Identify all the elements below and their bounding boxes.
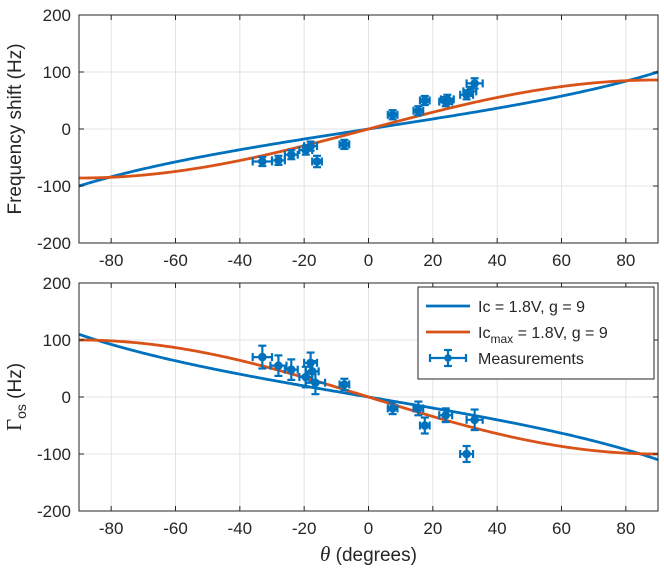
y-tick-label: 200 bbox=[43, 274, 71, 293]
x-tick-label: -80 bbox=[99, 519, 124, 538]
y-axis-label: Frequency shift (Hz) bbox=[5, 43, 26, 214]
x-tick-label: -40 bbox=[228, 519, 253, 538]
data-point bbox=[465, 408, 484, 432]
legend-label: Ic = 1.8V, g = 9 bbox=[478, 299, 585, 316]
series-curve-2 bbox=[79, 78, 658, 180]
y-tick-label: 0 bbox=[62, 388, 71, 407]
x-tick-label: 60 bbox=[552, 251, 571, 270]
data-point bbox=[459, 444, 475, 464]
x-tick-label: 80 bbox=[616, 519, 635, 538]
panel-2: -80 -60 -40 -20 0 20 40 60 80-200-1000100200Γos … bbox=[2, 274, 659, 566]
data-point bbox=[283, 358, 299, 381]
legend-label: Measurements bbox=[478, 351, 584, 368]
plot-content bbox=[79, 332, 658, 464]
data-point bbox=[465, 77, 484, 90]
y-tick-label: -200 bbox=[37, 234, 71, 253]
data-point bbox=[412, 400, 425, 417]
x-tick-label: -60 bbox=[163, 251, 188, 270]
y-tick-label: 0 bbox=[62, 120, 71, 139]
legend-label: Icmax = 1.8V, g = 9 bbox=[478, 325, 608, 346]
x-tick-label: -60 bbox=[163, 519, 188, 538]
data-point bbox=[418, 416, 431, 435]
x-tick-label: 60 bbox=[552, 519, 571, 538]
legend-entry: Icmax = 1.8V, g = 9 bbox=[426, 325, 608, 346]
data-point bbox=[303, 140, 319, 152]
legend-entry: Measurements bbox=[428, 348, 584, 368]
x-tick-label: -20 bbox=[292, 251, 317, 270]
y-tick-label: 100 bbox=[43, 331, 71, 350]
x-tick-label: 0 bbox=[364, 519, 373, 538]
y-tick-label: 200 bbox=[43, 6, 71, 25]
data-point bbox=[338, 377, 351, 392]
data-point bbox=[269, 354, 288, 378]
y-tick-label: -200 bbox=[37, 502, 71, 521]
y-axis-label: Γos (Hz) bbox=[2, 363, 29, 431]
x-tick-label: 40 bbox=[488, 519, 507, 538]
data-point bbox=[283, 148, 299, 161]
data-point bbox=[251, 344, 274, 370]
plot-content bbox=[79, 70, 658, 188]
y-tick-label: 100 bbox=[43, 63, 71, 82]
data-point bbox=[439, 93, 455, 106]
y-tick-label: -100 bbox=[37, 445, 71, 464]
legend: Ic = 1.8V, g = 9 Icmax = 1.8V, g = 9 Measu… bbox=[417, 286, 655, 380]
x-tick-label: 40 bbox=[488, 251, 507, 270]
panel-1: -80 -60 -40 -20 0 20 40 60 80-200-1000100200Freq… bbox=[5, 6, 659, 270]
data-point bbox=[304, 370, 327, 396]
data-point bbox=[386, 401, 399, 416]
legend-entry: Ic = 1.8V, g = 9 bbox=[426, 299, 585, 316]
data-point bbox=[418, 94, 431, 107]
x-tick-label: 20 bbox=[423, 251, 442, 270]
x-tick-label: 80 bbox=[616, 251, 635, 270]
y-tick-label: -100 bbox=[37, 177, 71, 196]
data-point bbox=[412, 105, 425, 117]
x-tick-label: 0 bbox=[364, 251, 373, 270]
x-tick-label: -20 bbox=[292, 519, 317, 538]
x-tick-label: 20 bbox=[423, 519, 442, 538]
series-curve-2 bbox=[79, 338, 658, 456]
data-point bbox=[386, 109, 399, 121]
data-point bbox=[311, 154, 323, 169]
x-tick-label: -80 bbox=[99, 251, 124, 270]
x-axis-label: θ (degrees) bbox=[320, 542, 417, 566]
data-point bbox=[338, 138, 351, 151]
data-point bbox=[438, 407, 454, 424]
x-tick-label: -40 bbox=[228, 251, 253, 270]
